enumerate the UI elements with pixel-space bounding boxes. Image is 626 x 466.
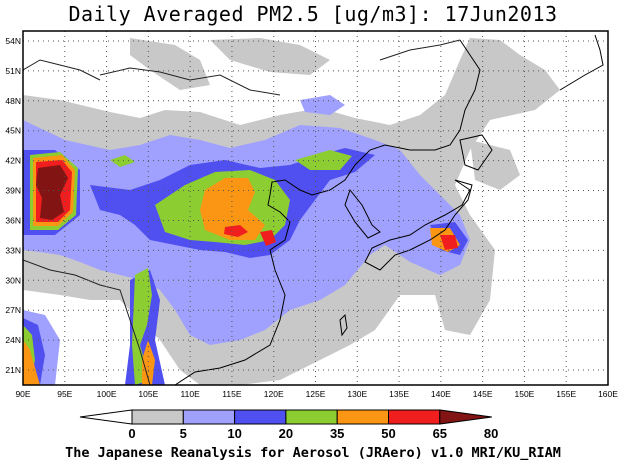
lat-tick-label: 54N — [5, 36, 21, 46]
lon-tick-label: 95E — [57, 389, 72, 399]
colorbar-level-label: 5 — [180, 426, 187, 441]
lon-tick-label: 130E — [347, 389, 367, 399]
latitude-labels: 21N 24N 27N 30N 33N 36N 39N 42N 45N 48N 51N 54N — [5, 36, 21, 375]
lon-tick-label: 160E — [598, 389, 618, 399]
colorbar-level-label: 80 — [484, 426, 498, 441]
lat-tick-label: 39N — [5, 186, 21, 196]
border-north — [23, 59, 101, 81]
colorbar-swatch — [234, 409, 287, 425]
korea-peninsula — [344, 188, 381, 239]
lon-tick-label: 140E — [431, 389, 451, 399]
map-frame — [22, 30, 609, 386]
lon-tick-label: 120E — [264, 389, 284, 399]
border-russia — [379, 39, 461, 61]
lat-tick-label: 45N — [5, 126, 21, 136]
lat-tick-label: 27N — [5, 305, 21, 315]
colorbar-level-label: 20 — [279, 426, 293, 441]
colorbar-level-label: 35 — [330, 426, 344, 441]
lon-tick-label: 135E — [389, 389, 409, 399]
lon-tick-label: 115E — [222, 389, 242, 399]
border-southwest — [23, 259, 151, 385]
lon-tick-label: 100E — [97, 389, 117, 399]
kamchatka — [559, 34, 604, 91]
lat-tick-label: 36N — [5, 215, 21, 225]
lon-tick-label: 155E — [556, 389, 576, 399]
colorbar-high-arrow — [439, 409, 492, 425]
lon-tick-label: 125E — [306, 389, 326, 399]
longitude-labels: 90E 95E 100E 105E 110E 115E 120E 125E 130E 135E 14… — [15, 389, 618, 399]
taiwan — [339, 313, 348, 337]
footer-credit: The Japanese Reanalysis for Aerosol (JRA… — [65, 445, 561, 461]
coastlines — [23, 34, 604, 385]
lat-tick-label: 42N — [5, 156, 21, 166]
lon-tick-label: 110E — [181, 389, 201, 399]
lon-tick-label: 105E — [138, 389, 158, 399]
colorbar-level-label: 65 — [433, 426, 447, 441]
border-mongolia — [99, 67, 281, 96]
lat-tick-label: 51N — [5, 66, 21, 76]
lat-tick-label: 24N — [5, 335, 21, 345]
lat-tick-label: 21N — [5, 365, 21, 375]
lon-tick-label: 150E — [514, 389, 534, 399]
japan-honshu — [364, 179, 473, 271]
graticule — [23, 31, 608, 385]
colorbar-swatch — [131, 409, 184, 425]
colorbar-swatch — [182, 409, 236, 425]
colorbar-swatch — [336, 409, 390, 425]
colorbar-level-label: 10 — [227, 426, 241, 441]
map-title: Daily Averaged PM2.5 [ug/m3]: 17Jun2013 — [68, 2, 558, 26]
band-above-80 — [36, 165, 68, 220]
lon-tick-label: 145E — [473, 389, 493, 399]
lon-tick-label: 90E — [15, 389, 30, 399]
colorbar-swatch — [388, 409, 441, 425]
lat-tick-label: 33N — [5, 245, 21, 255]
colorbar-level-label: 0 — [128, 426, 135, 441]
lat-tick-label: 48N — [5, 96, 21, 106]
japan-hokkaido — [459, 134, 493, 171]
lat-tick-label: 30N — [5, 275, 21, 285]
colorbar-level-label: 50 — [381, 426, 395, 441]
colorbar-low-arrow — [79, 409, 133, 425]
colorbar: 0 5 10 20 35 50 65 80 — [79, 409, 498, 441]
mainland-coast — [174, 39, 481, 385]
concentration-field — [23, 31, 608, 385]
colorbar-swatch — [285, 409, 338, 425]
